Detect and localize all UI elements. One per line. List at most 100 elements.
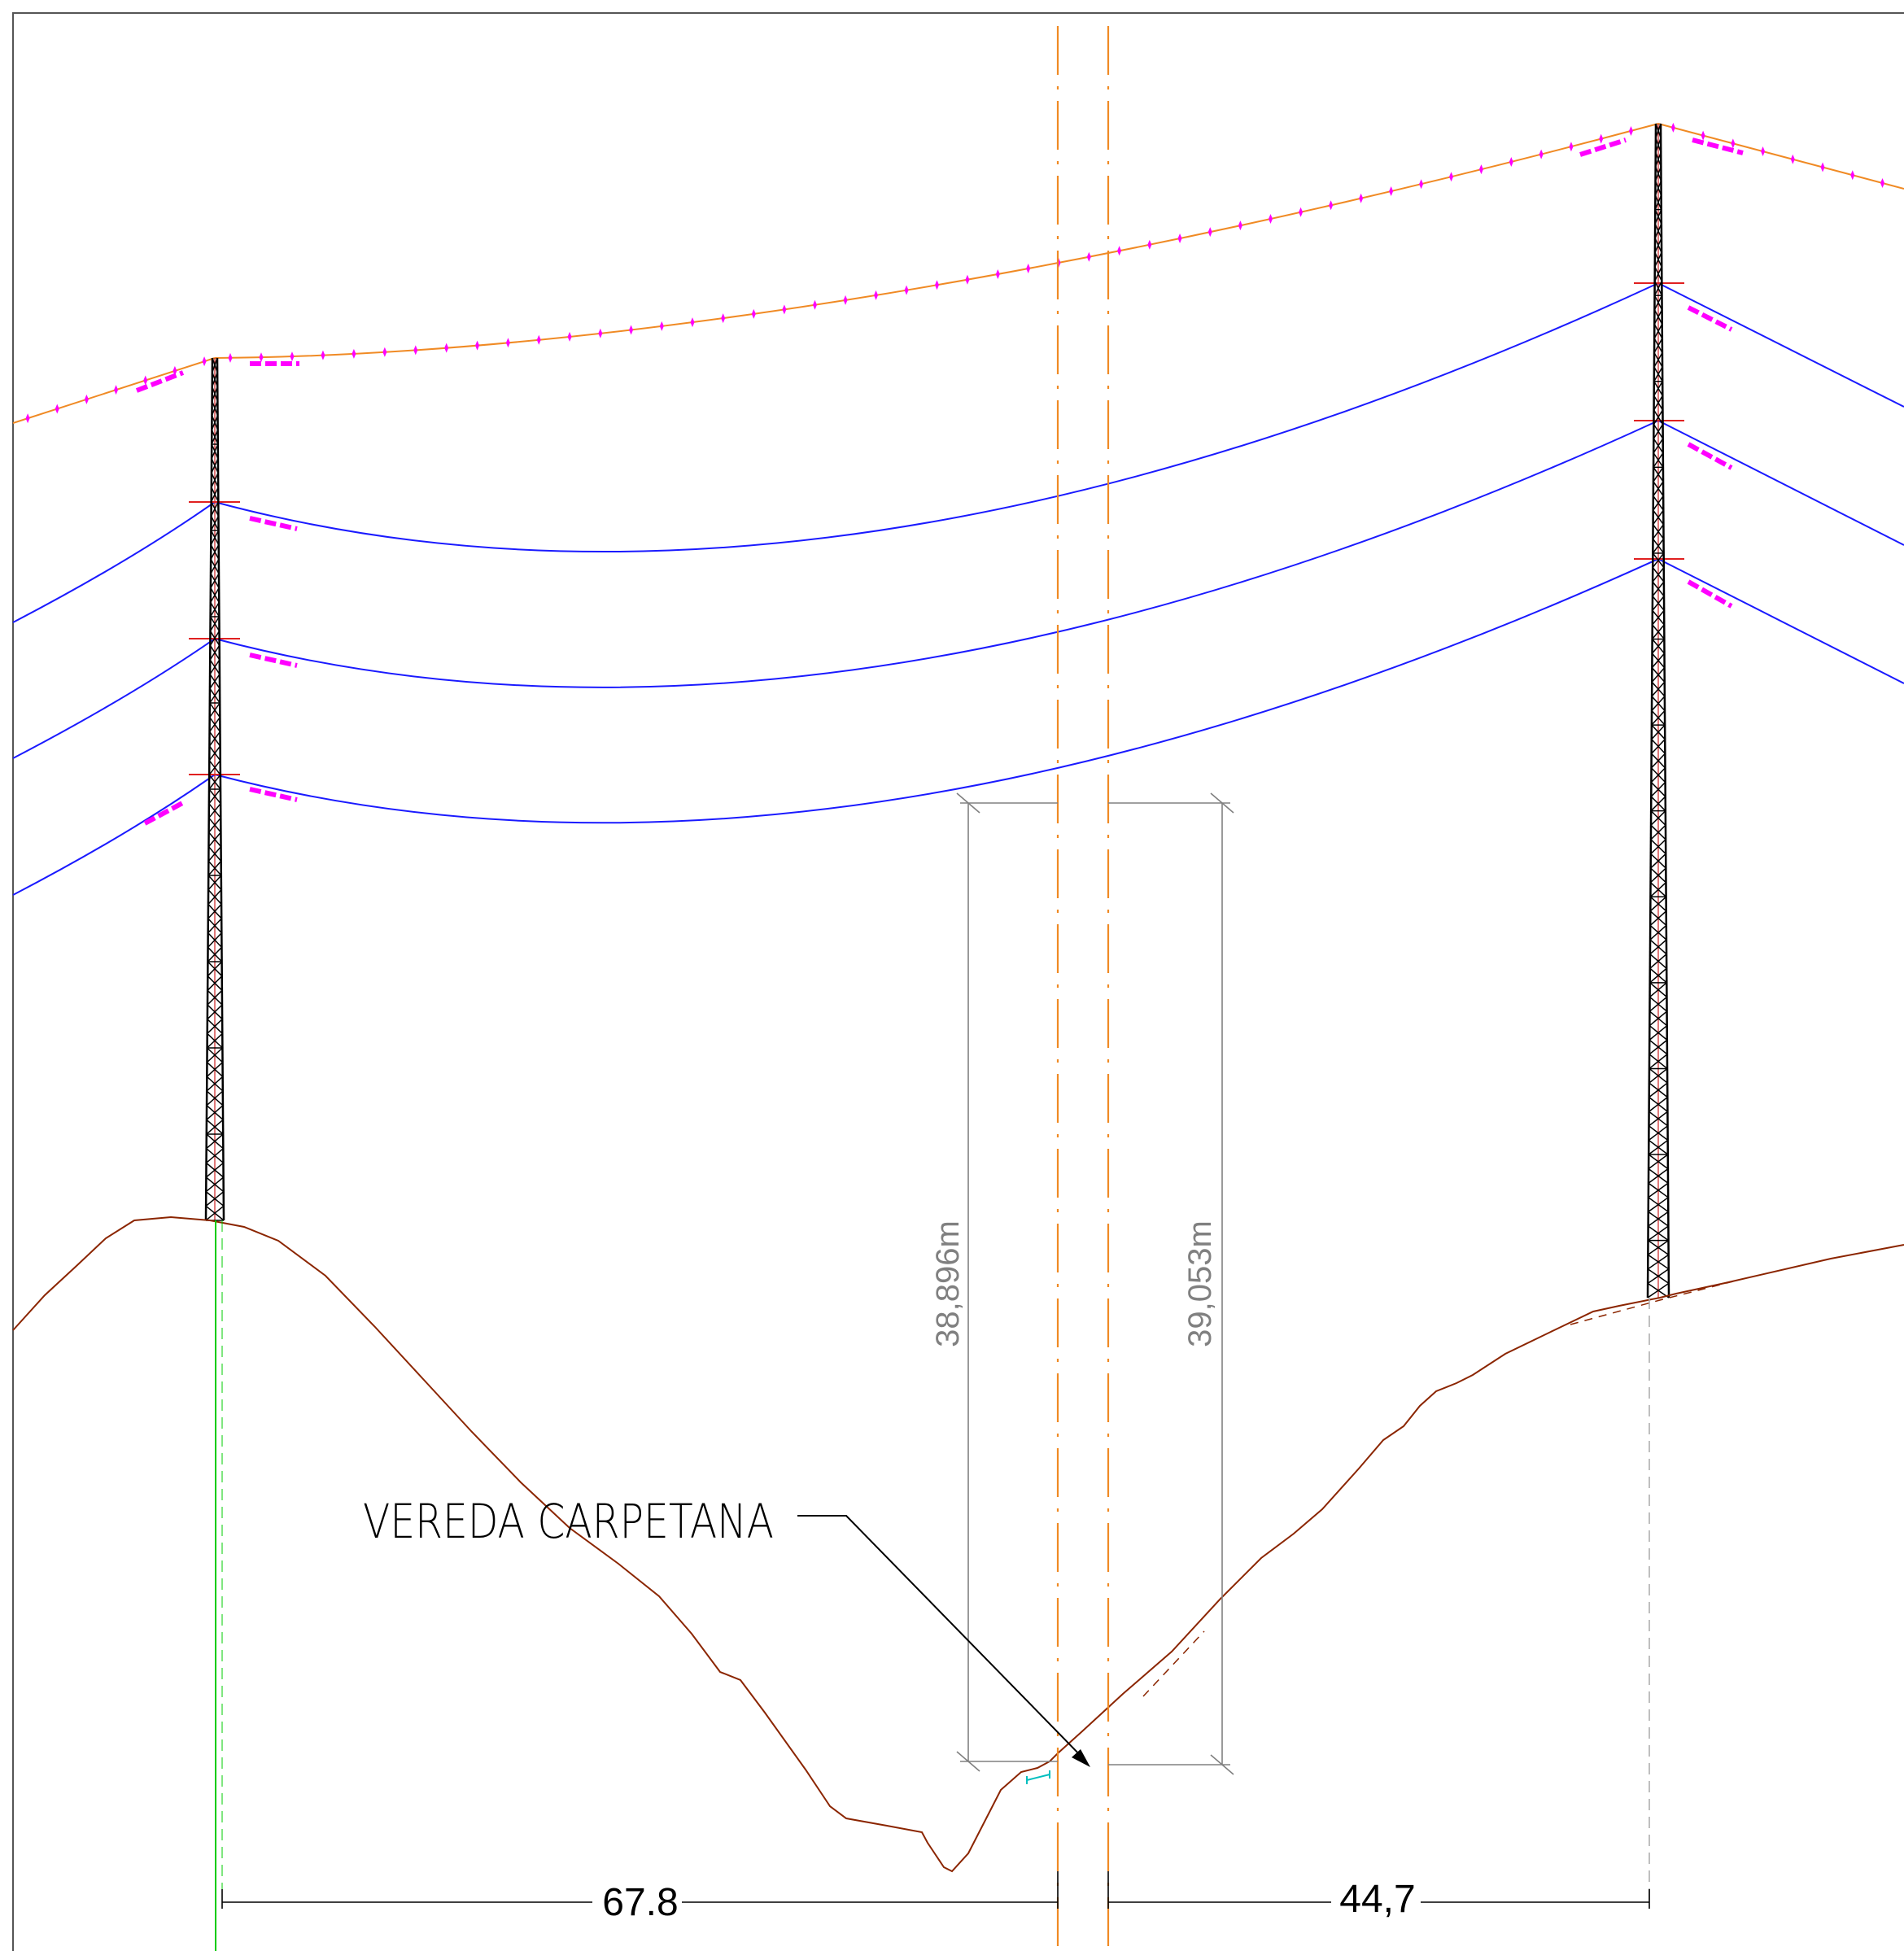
span-label-bg [1331, 1878, 1421, 1917]
tower-brace [1651, 724, 1666, 740]
ground-wire-marker [874, 290, 879, 300]
ground-wire-marker [84, 394, 89, 404]
tower-brace [207, 932, 222, 948]
tower-brace [212, 372, 218, 387]
conductor-mid-right [1657, 420, 1904, 546]
ground-wire-marker [475, 340, 480, 351]
tower-brace [1649, 882, 1666, 897]
ground-wire-marker [1599, 133, 1604, 144]
tower-brace [1653, 424, 1664, 439]
tower-brace [208, 788, 221, 805]
tower-brace [206, 1047, 223, 1063]
ground-wire-marker [659, 321, 664, 331]
ground-wire-marker [598, 328, 603, 338]
span-left-label: 67.8 [602, 1881, 678, 1924]
tower-brace [1652, 609, 1665, 626]
tower-brace [1653, 281, 1663, 296]
tower-brace [1654, 223, 1662, 239]
ground-wire-marker [1086, 251, 1091, 262]
dim-tick [956, 1751, 980, 1772]
tower-brace [1653, 452, 1664, 468]
tower-brace [1648, 1139, 1669, 1155]
tower-brace [1648, 1154, 1669, 1170]
ground-wire-marker [290, 351, 295, 362]
ground-wire-marker [1880, 177, 1884, 188]
tower-brace [1653, 309, 1663, 325]
tower-brace [1651, 696, 1666, 712]
tower-right [1646, 123, 1670, 1298]
tower-brace [1651, 639, 1665, 654]
ground-wire-marker [352, 348, 356, 359]
insulator-icon [135, 370, 185, 393]
tower-brace [1649, 1054, 1668, 1070]
ground-wire-marker [228, 352, 233, 363]
tower-brace [205, 1191, 225, 1207]
tower-brace [1649, 1097, 1668, 1112]
ground-wire-marker [1670, 122, 1675, 133]
tower-brace [1655, 123, 1662, 138]
ground-wire-marker [536, 334, 541, 345]
tower-brace [1648, 1225, 1669, 1242]
tower-brace [207, 961, 223, 977]
ground-wire-marker [143, 375, 148, 386]
ground-wire-marker [782, 304, 787, 315]
ground-wire [12, 122, 1904, 424]
tower-brace [207, 946, 223, 962]
ground-wire-marker [995, 268, 1000, 279]
ground-wire-marker [567, 331, 572, 342]
tower-brace [1650, 853, 1666, 869]
ground-wire-marker [1177, 234, 1182, 244]
tower-brace [1647, 1282, 1670, 1298]
tower-brace [1650, 867, 1666, 884]
tower-brace [208, 803, 221, 818]
ground-wire-marker [382, 347, 387, 357]
tower-brace [1653, 438, 1664, 454]
tower-brace [209, 674, 221, 689]
crossarms [189, 282, 1684, 775]
ground-wire-marker [1147, 239, 1152, 250]
tower-brace [206, 1133, 224, 1150]
tower-brace [1650, 796, 1666, 812]
tower-brace [1654, 181, 1662, 196]
insulator-icon [249, 787, 298, 802]
tower-brace [207, 903, 222, 919]
tower-brace [1649, 1082, 1668, 1098]
tower-brace [208, 760, 221, 775]
insulator-icon [1579, 137, 1627, 157]
tower-brace [1649, 1025, 1668, 1041]
tower-brace [210, 573, 220, 589]
insulator-icon [143, 799, 187, 826]
tower-brace [1650, 824, 1666, 840]
tower-brace [1653, 495, 1664, 511]
tower-brace [1647, 1268, 1670, 1285]
conductor-top-main [214, 282, 1659, 553]
ground-wire-marker [202, 356, 207, 367]
tower-brace [1652, 524, 1665, 539]
road-mark-icon [1026, 1770, 1050, 1784]
tower-brace [211, 443, 219, 459]
conductor-mid-left [12, 638, 216, 759]
ground-wire-marker [1761, 146, 1766, 157]
ground-wire-marker [1701, 130, 1705, 141]
tower-brace [1650, 810, 1666, 826]
conductors [12, 282, 1904, 896]
clearance-left-label: 38,896m [930, 1220, 966, 1347]
conductor-bot-left [12, 774, 216, 896]
tower-brace [207, 831, 221, 848]
tower-brace [210, 530, 220, 546]
tower-brace [206, 1076, 224, 1092]
tower-brace [209, 659, 221, 675]
tower-brace [1649, 910, 1667, 927]
ground-wire-marker [1026, 264, 1031, 274]
tower-brace [209, 702, 221, 718]
ground-wire-marker [1359, 193, 1364, 203]
clearance-dimensions: 38,896m 39,053m [930, 792, 1234, 1775]
dim-tick [956, 792, 980, 814]
tower-brace [1652, 509, 1664, 526]
conductor-bot-right [1657, 558, 1904, 684]
tower-brace [206, 1062, 224, 1077]
ground-wire-right-span [1657, 123, 1904, 190]
tower-brace [207, 875, 222, 891]
tower-brace [1653, 352, 1663, 368]
span-dimensions: 67.8 44,7 [221, 1871, 1650, 1924]
